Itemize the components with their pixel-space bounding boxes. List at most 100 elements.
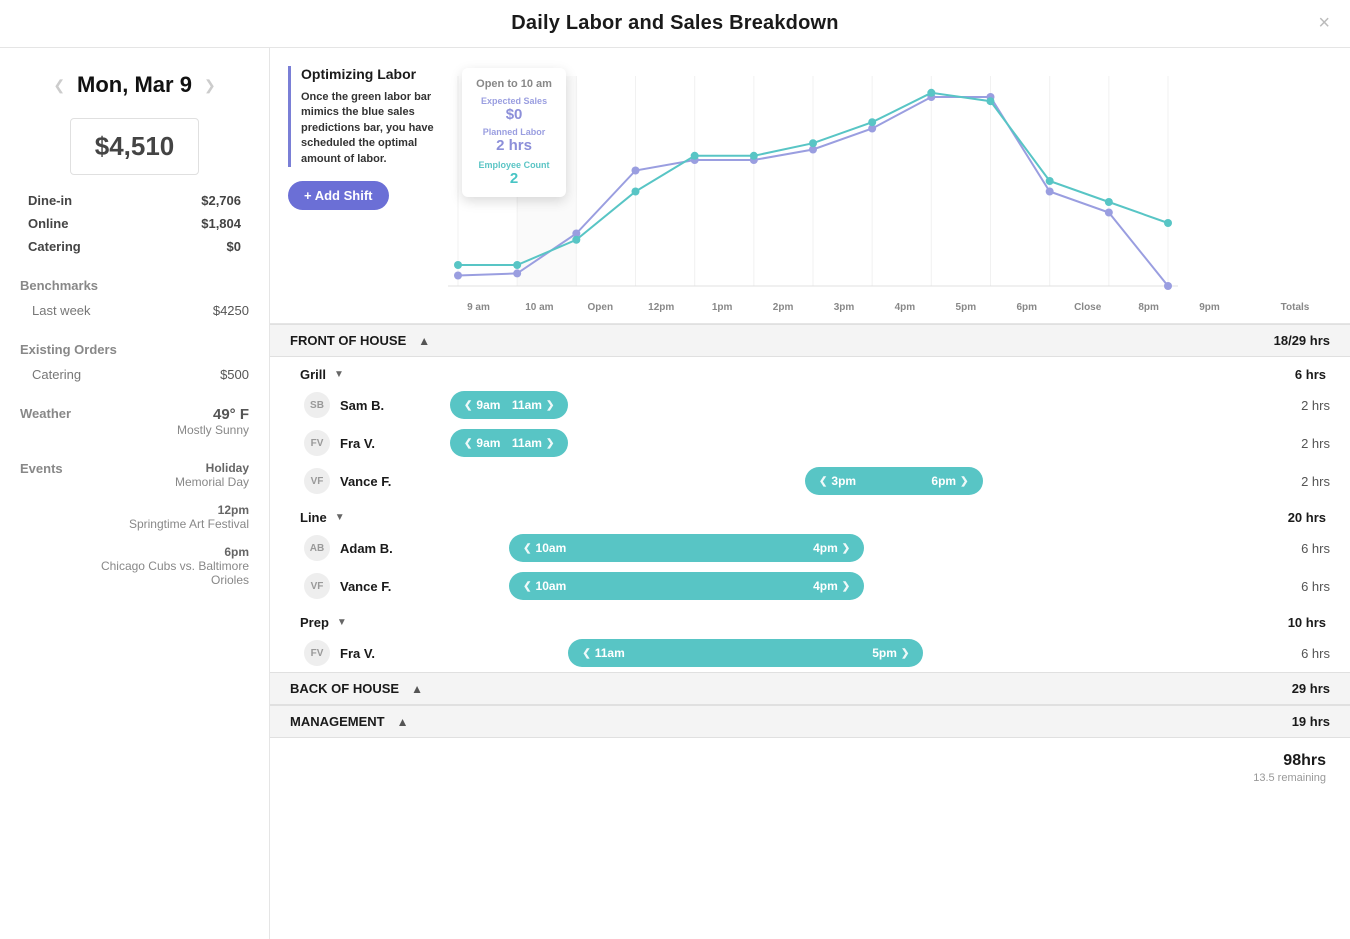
chevron-left-icon[interactable]: ❮	[582, 648, 590, 659]
employee-row: VFVance F.❮3pm6pm❯2 hrs	[270, 462, 1350, 500]
chevron-down-icon[interactable]: ▼	[335, 512, 345, 523]
employee-name: Fra V.	[340, 436, 450, 451]
xaxis-tick: Open	[570, 302, 631, 313]
chevron-right-icon[interactable]: ❯	[546, 400, 554, 411]
benchmark-label: Last week	[32, 303, 91, 318]
section-row[interactable]: Grill▼6 hrs	[270, 357, 1350, 386]
chevron-left-icon[interactable]: ❮	[464, 438, 472, 449]
xaxis-tick: 9 am	[448, 302, 509, 313]
shift-bar[interactable]: ❮9am11am❯	[450, 391, 568, 419]
shift-bar[interactable]: ❮3pm6pm❯	[805, 467, 983, 495]
section-total: 10 hrs	[1288, 615, 1330, 630]
xaxis-tick: 5pm	[935, 302, 996, 313]
page-title: Daily Labor and Sales Breakdown	[511, 12, 838, 35]
chevron-down-icon[interactable]: ▼	[337, 617, 347, 628]
employee-hours: 6 hrs	[1240, 541, 1330, 556]
event-sub: Springtime Art Festival	[99, 517, 249, 531]
section-row[interactable]: Line ▼ 20 hrs	[270, 500, 1350, 529]
chevron-right-icon[interactable]: ❯	[960, 476, 968, 487]
dept-row[interactable]: MANAGEMENT ▲ 19 hrs	[270, 705, 1350, 738]
chevron-up-icon[interactable]: ▲	[397, 715, 409, 729]
benchmarks-heading: Benchmarks	[20, 278, 249, 293]
shift-track: ❮3pm6pm❯	[450, 467, 1240, 495]
shift-bar[interactable]: ❮9am11am❯	[450, 429, 568, 457]
shift-bar[interactable]: ❮11am5pm❯	[568, 639, 923, 667]
dept-row[interactable]: BACK OF HOUSE▲29 hrs	[270, 672, 1350, 705]
chevron-right-icon[interactable]: ❯	[901, 648, 909, 659]
avatar: AB	[304, 535, 330, 561]
xaxis-tick: 3pm	[814, 302, 875, 313]
chevron-right-icon[interactable]: ❯	[842, 543, 850, 554]
xaxis-tick: 2pm	[753, 302, 814, 313]
dept-total: 19 hrs	[1292, 714, 1330, 729]
avatar: VF	[304, 573, 330, 599]
date-label: Mon, Mar 9	[77, 72, 192, 98]
shift-track: ❮ 10am 4pm ❯	[450, 534, 1240, 562]
employee-row: AB Adam B. ❮ 10am 4pm ❯ 6 hrs	[270, 529, 1350, 567]
xaxis-tick: 4pm	[874, 302, 935, 313]
shift-track: ❮10am4pm❯	[450, 572, 1240, 600]
chevron-right-icon[interactable]: ❯	[546, 438, 554, 449]
total-sales: $4,510	[70, 118, 200, 175]
chart-tooltip: Open to 10 am Expected Sales $0 Planned …	[462, 68, 566, 197]
employee-row: FVFra V.❮11am5pm❯6 hrs	[270, 634, 1350, 672]
shift-bar[interactable]: ❮ 10am 4pm ❯	[509, 534, 864, 562]
tooltip-sales-label: Expected Sales	[476, 96, 552, 106]
dept-name: BACK OF HOUSE	[290, 681, 399, 696]
xaxis-tick: 1pm	[692, 302, 753, 313]
avatar: FV	[304, 430, 330, 456]
prev-day-button[interactable]: ❮	[53, 77, 65, 94]
event-sub: Memorial Day	[99, 475, 249, 489]
employee-name: Adam B.	[340, 541, 450, 556]
weather-temp: 49° F	[177, 406, 249, 423]
weather-condition: Mostly Sunny	[177, 423, 249, 437]
tooltip-count-value: 2	[476, 170, 552, 187]
event-title: 12pm	[99, 503, 249, 517]
close-icon[interactable]: ×	[1318, 12, 1330, 35]
shift-end: 11am	[512, 436, 542, 450]
chevron-right-icon[interactable]: ❯	[842, 581, 850, 592]
section-name: Line	[300, 510, 327, 525]
events-heading: Events	[20, 461, 63, 601]
chevron-left-icon[interactable]: ❮	[523, 543, 531, 554]
chevron-left-icon[interactable]: ❮	[464, 400, 472, 411]
section-row[interactable]: Prep ▼ 10 hrs	[270, 605, 1350, 634]
section-name: Grill	[300, 367, 326, 382]
benchmark-value: $4250	[213, 303, 249, 318]
tooltip-count-label: Employee Count	[476, 160, 552, 170]
shift-start: 10am	[536, 541, 567, 555]
tooltip-labor-label: Planned Labor	[476, 127, 552, 137]
employee-hours: 6 hrs	[1240, 646, 1330, 661]
chevron-down-icon[interactable]: ▼	[334, 369, 344, 380]
breakdown-label: Catering	[28, 239, 81, 254]
chevron-up-icon[interactable]: ▲	[411, 682, 423, 696]
grand-total-hours: 98hrs	[1283, 752, 1326, 770]
shift-start: 11am	[595, 646, 625, 660]
chevron-up-icon[interactable]: ▲	[418, 334, 430, 348]
employee-hours: 6 hrs	[1240, 579, 1330, 594]
employee-name: Sam B.	[340, 398, 450, 413]
shift-end: 11am	[512, 398, 542, 412]
dept-name: FRONT OF HOUSE	[290, 333, 406, 348]
chevron-left-icon[interactable]: ❮	[523, 581, 531, 592]
employee-hours: 2 hrs	[1240, 474, 1330, 489]
employee-hours: 2 hrs	[1240, 398, 1330, 413]
add-shift-button[interactable]: + Add Shift	[288, 181, 389, 210]
sidebar: ❮ Mon, Mar 9 ❯ $4,510 Dine-in$2,706Onlin…	[0, 48, 270, 939]
next-day-button[interactable]: ❯	[204, 77, 216, 94]
employee-name: Vance F.	[340, 579, 450, 594]
xaxis-tick: Close	[1057, 302, 1118, 313]
section-total: 20 hrs	[1288, 510, 1330, 525]
avatar: SB	[304, 392, 330, 418]
avatar: VF	[304, 468, 330, 494]
employee-row: VF Vance F. ❮10am4pm❯ 6 hrs	[270, 567, 1350, 605]
xaxis-tick: 10 am	[509, 302, 570, 313]
dept-name: MANAGEMENT	[290, 714, 385, 729]
chevron-left-icon[interactable]: ❮	[819, 476, 827, 487]
schedule-grid: FRONT OF HOUSE▲18/29 hrsGrill▼6 hrsSBSam…	[270, 323, 1350, 738]
weather-heading: Weather	[20, 406, 71, 437]
dept-row[interactable]: FRONT OF HOUSE▲18/29 hrs	[270, 324, 1350, 357]
shift-bar[interactable]: ❮10am4pm❯	[509, 572, 864, 600]
shift-end: 4pm	[813, 541, 838, 555]
section-name: Prep	[300, 615, 329, 630]
